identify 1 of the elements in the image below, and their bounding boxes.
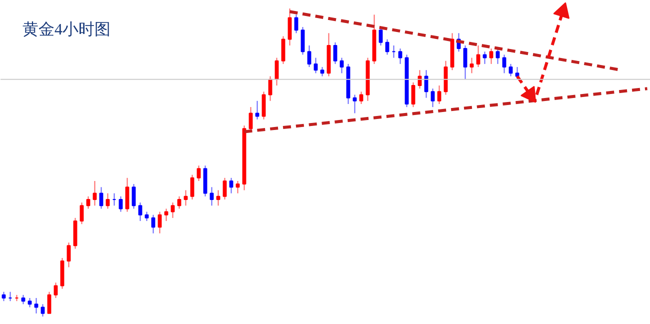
text: 黄金4小时图 (22, 20, 110, 38)
